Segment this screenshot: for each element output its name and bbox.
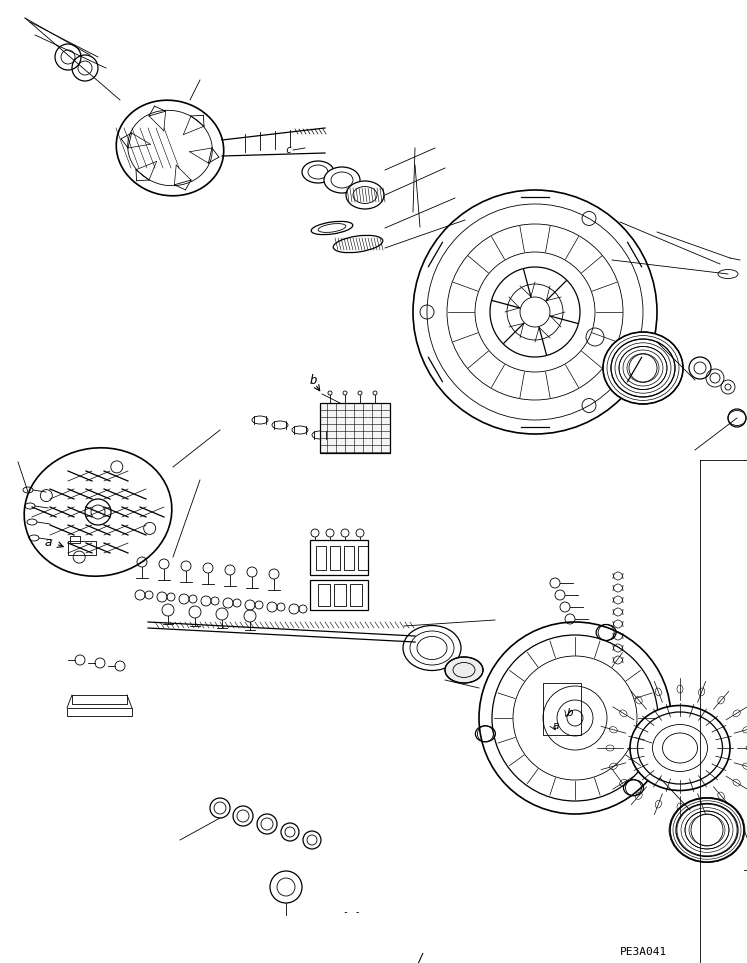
Ellipse shape — [117, 100, 224, 195]
Circle shape — [413, 190, 657, 434]
Ellipse shape — [630, 706, 730, 791]
Bar — [310, 540, 368, 575]
Bar — [68, 541, 96, 555]
Text: PE3A041: PE3A041 — [620, 947, 667, 957]
Bar — [334, 584, 346, 606]
Ellipse shape — [346, 181, 384, 209]
Text: a: a — [44, 536, 52, 550]
Ellipse shape — [24, 448, 172, 576]
Bar — [350, 584, 362, 606]
Ellipse shape — [311, 221, 353, 235]
Circle shape — [479, 622, 671, 814]
Ellipse shape — [445, 657, 483, 683]
Bar — [318, 584, 330, 606]
Ellipse shape — [333, 235, 382, 252]
Bar — [320, 403, 390, 453]
Text: /: / — [416, 951, 424, 963]
Bar — [344, 546, 354, 570]
Ellipse shape — [324, 167, 360, 193]
Ellipse shape — [603, 332, 683, 404]
Text: - -: - - — [343, 907, 361, 917]
Bar — [358, 546, 368, 570]
Text: c: c — [285, 145, 291, 155]
Text: a: a — [553, 721, 560, 731]
Ellipse shape — [670, 798, 744, 862]
Bar — [330, 546, 340, 570]
Bar — [70, 536, 80, 543]
Text: b: b — [567, 708, 574, 718]
Bar — [67, 708, 132, 716]
Bar — [316, 546, 326, 570]
Text: b: b — [309, 375, 317, 387]
Bar — [72, 695, 127, 704]
Ellipse shape — [403, 626, 461, 670]
Bar — [310, 580, 368, 610]
Bar — [543, 683, 581, 735]
Ellipse shape — [302, 161, 334, 183]
